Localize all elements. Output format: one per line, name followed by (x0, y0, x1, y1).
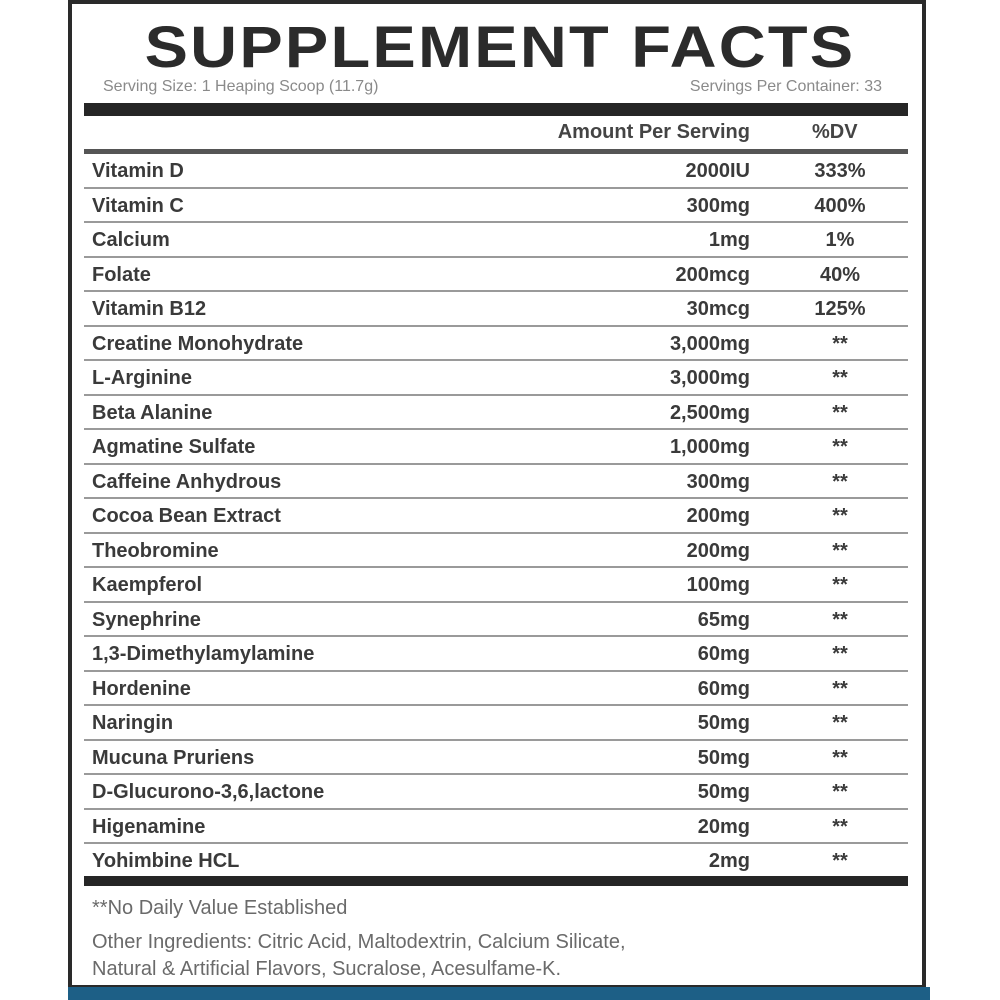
ingredient-name: L-Arginine (92, 367, 192, 389)
ingredient-dv: 333% (814, 160, 866, 182)
ingredient-amount: 1mg (708, 229, 750, 251)
ingredient-name: Hordenine (92, 677, 191, 700)
ingredient-name: Vitamin C (92, 194, 184, 217)
header-amount: Amount Per Serving (557, 121, 750, 143)
ingredient-dv: ** (832, 470, 848, 493)
ingredient-name: Higenamine (92, 815, 206, 838)
table-row: Yohimbine HCL 2mg ** (84, 844, 908, 879)
panel-title: SUPPLEMENT FACTS (144, 15, 856, 80)
ingredient-amount: 50mg (697, 712, 750, 734)
ingredient-dv: ** (832, 712, 848, 734)
ingredient-amount: 1,000mg (669, 436, 750, 458)
ingredient-amount: 2000IU (685, 160, 751, 182)
bottom-strip (68, 987, 930, 1000)
ingredient-dv: ** (832, 436, 848, 458)
table-row: Calcium 1mg 1% (84, 223, 908, 258)
ingredient-amount: 65mg (697, 608, 750, 631)
ingredient-amount: 3,000mg (669, 332, 750, 355)
supplement-facts-panel (68, 0, 926, 989)
ingredient-name: Beta Alanine (92, 401, 213, 424)
ingredient-dv: ** (832, 505, 848, 527)
ingredient-dv: 40% (819, 263, 861, 286)
ingredient-amount: 30mcg (686, 298, 750, 320)
divider-thick-bottom (84, 876, 908, 886)
ingredient-name: Kaempferol (92, 574, 203, 596)
ingredient-dv: ** (832, 401, 848, 424)
ingredient-name: Caffeine Anhydrous (92, 470, 282, 493)
ingredient-dv: 400% (814, 194, 866, 217)
table-row: L-Arginine 3,000mg ** (84, 361, 908, 396)
ingredient-name: Theobromine (92, 539, 219, 562)
ingredient-name: D-Glucurono-3,6,lactone (92, 781, 325, 803)
divider-thick-top (84, 103, 908, 116)
ingredient-dv: ** (832, 608, 848, 631)
table-row: Folate 200mcg 40% (84, 258, 908, 292)
ingredient-name: Yohimbine HCL (92, 850, 240, 872)
ingredient-dv: ** (832, 781, 848, 803)
ingredient-amount: 20mg (697, 815, 750, 838)
other-ingredients-line-2: Natural & Artificial Flavors, Sucralose,… (92, 958, 562, 980)
ingredient-name: Naringin (92, 712, 174, 734)
ingredient-dv: ** (832, 539, 848, 562)
table-row: Mucuna Pruriens 50mg ** (84, 741, 908, 775)
serving-size: Serving Size: 1 Heaping Scoop (11.7g) (103, 78, 379, 95)
ingredient-dv: ** (832, 677, 848, 700)
table-row: Naringin 50mg ** (84, 706, 908, 741)
footnote: **No Daily Value Established (92, 897, 348, 919)
servings-per-container: Servings Per Container: 33 (689, 78, 882, 95)
header-dv: %DV (812, 121, 858, 143)
ingredient-amount: 60mg (697, 643, 750, 665)
ingredient-amount: 50mg (697, 746, 750, 769)
ingredient-name: Folate (92, 263, 151, 286)
ingredient-dv: ** (832, 850, 848, 872)
table-row: Cocoa Bean Extract 200mg ** (84, 499, 908, 534)
table-row: Beta Alanine 2,500mg ** (84, 396, 908, 430)
ingredient-amount: 100mg (686, 574, 750, 596)
table-row: 1,3-Dimethylamylamine 60mg ** (84, 637, 908, 672)
ingredient-name: Vitamin B12 (92, 298, 207, 320)
ingredient-dv: ** (832, 746, 848, 769)
ingredient-amount: 300mg (686, 194, 750, 217)
ingredient-name: Agmatine Sulfate (92, 436, 256, 458)
ingredient-dv: ** (832, 643, 848, 665)
ingredient-name: Creatine Monohydrate (92, 332, 304, 355)
ingredient-name: 1,3-Dimethylamylamine (92, 643, 315, 665)
ingredient-amount: 200mcg (675, 263, 751, 286)
ingredient-amount: 200mg (686, 505, 750, 527)
ingredient-name: Calcium (92, 229, 170, 251)
table-row: Hordenine 60mg ** (84, 672, 908, 706)
ingredient-name: Synephrine (92, 608, 201, 631)
ingredient-dv: ** (832, 574, 848, 596)
table-row: Caffeine Anhydrous 300mg ** (84, 465, 908, 499)
table-row: Higenamine 20mg ** (84, 810, 908, 844)
ingredient-dv: 1% (825, 229, 855, 251)
ingredient-amount: 60mg (697, 677, 750, 700)
ingredient-name: Vitamin D (92, 160, 184, 182)
ingredient-name: Cocoa Bean Extract (92, 505, 281, 527)
table-row: Agmatine Sulfate 1,000mg ** (84, 430, 908, 465)
ingredient-amount: 2,500mg (669, 401, 750, 424)
ingredient-dv: ** (832, 367, 848, 389)
ingredient-amount: 200mg (686, 539, 750, 562)
ingredient-amount: 3,000mg (669, 367, 750, 389)
other-ingredients-line-1: Other Ingredients: Citric Acid, Maltodex… (92, 931, 626, 953)
table-row: Synephrine 65mg ** (84, 603, 908, 637)
table-row: D-Glucurono-3,6,lactone 50mg ** (84, 775, 908, 810)
ingredient-dv: 125% (814, 298, 866, 320)
table-row: Vitamin B12 30mcg 125% (84, 292, 908, 327)
ingredient-dv: ** (832, 815, 848, 838)
table-row: Vitamin D 2000IU 333% (84, 154, 908, 189)
ingredient-amount: 300mg (686, 470, 750, 493)
ingredient-amount: 2mg (708, 850, 750, 872)
table-row: Creatine Monohydrate 3,000mg ** (84, 327, 908, 361)
ingredient-dv: ** (832, 332, 848, 355)
ingredient-amount: 50mg (697, 781, 750, 803)
table-row: Theobromine 200mg ** (84, 534, 908, 568)
divider-header (84, 149, 908, 154)
table-row: Vitamin C 300mg 400% (84, 189, 908, 223)
ingredient-name: Mucuna Pruriens (92, 746, 255, 769)
table-row: Kaempferol 100mg ** (84, 568, 908, 603)
